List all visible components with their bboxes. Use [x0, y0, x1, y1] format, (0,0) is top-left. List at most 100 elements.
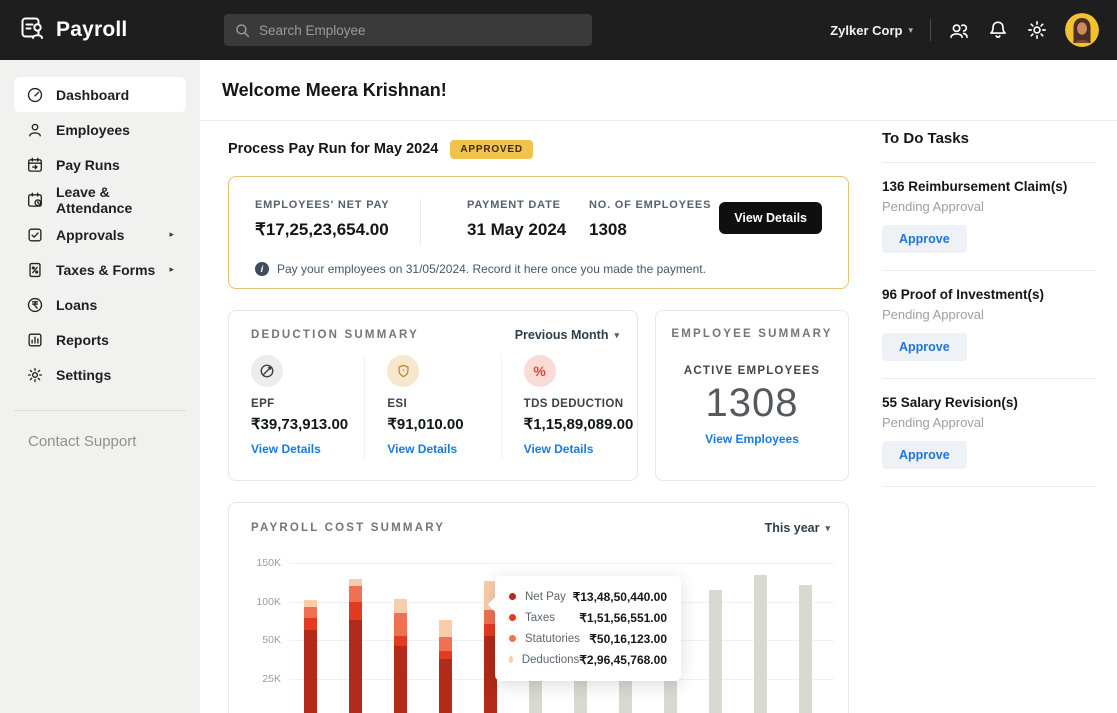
view-details-link[interactable]: View Details: [251, 442, 321, 456]
chart-tooltip: Net Pay ₹13,48,50,440.00 Taxes ₹1,51,56,551…: [487, 576, 681, 681]
chart-bar-segment[interactable]: [303, 599, 317, 607]
approve-button[interactable]: Approve: [882, 441, 967, 469]
chart-bar-segment[interactable]: [348, 586, 362, 602]
search-box[interactable]: [224, 14, 592, 46]
payrun-stat-payment-date: PAYMENT DATE 31 May 2024: [467, 199, 589, 240]
chart-bar-segment[interactable]: [303, 606, 317, 618]
org-name: Zylker Corp: [830, 22, 903, 38]
approve-button[interactable]: Approve: [882, 333, 967, 361]
chart-bar[interactable]: [708, 590, 722, 713]
chart-bar-segment[interactable]: [438, 620, 452, 637]
chart-bar-segment[interactable]: [303, 617, 317, 631]
deduction-item-epf: EPF ₹39,73,913.00 View Details: [229, 355, 364, 458]
chart-bar-segment[interactable]: [438, 636, 452, 651]
sidebar-item-taxes-forms[interactable]: Taxes & Forms ▸: [14, 252, 186, 287]
chart-bar-segment[interactable]: [393, 612, 407, 637]
approve-button[interactable]: Approve: [882, 225, 967, 253]
task-divider: [882, 378, 1096, 379]
todo-task: 136 Reimbursement Claim(s) Pending Approv…: [882, 163, 1096, 253]
leave-attendance-icon: [26, 191, 44, 209]
brand[interactable]: Payroll: [20, 0, 127, 60]
chart-bar-segment[interactable]: [393, 646, 407, 713]
chart-bar-segment[interactable]: [483, 624, 497, 637]
deduction-value: ₹39,73,913.00: [251, 416, 349, 433]
todo-task: 55 Salary Revision(s) Pending Approval App…: [882, 379, 1096, 469]
contact-support-link[interactable]: Contact Support: [28, 433, 137, 450]
chart-period-dropdown[interactable]: This year ▾: [765, 521, 830, 535]
sidebar: Dashboard Employees Pay Runs Leave & Attend…: [0, 60, 200, 713]
sidebar-item-loans[interactable]: Loans: [14, 287, 186, 322]
task-status: Pending Approval: [882, 415, 984, 430]
avatar[interactable]: [1065, 13, 1099, 47]
sidebar-item-label: Settings: [56, 366, 112, 383]
chart-bar-segment[interactable]: [438, 650, 452, 659]
gear-icon[interactable]: [1026, 19, 1048, 41]
topbar-divider: [930, 19, 931, 41]
tooltip-row: Statutories ₹50,16,123.00: [509, 628, 667, 649]
chevron-right-icon: ▸: [169, 264, 174, 274]
topbar: Payroll Zylker Corp ▾: [0, 0, 1117, 60]
approvals-icon: [26, 226, 44, 244]
chart-bar-segment[interactable]: [483, 609, 497, 625]
view-details-button[interactable]: View Details: [719, 202, 822, 234]
sidebar-item-reports[interactable]: Reports: [14, 322, 186, 357]
chart-bar-segment[interactable]: [348, 620, 362, 713]
sidebar-item-approvals[interactable]: Approvals ▸: [14, 217, 186, 252]
deduction-label: ESI: [387, 398, 408, 410]
chart-bar-segment[interactable]: [438, 658, 452, 713]
main-area: Welcome Meera Krishnan! Process Pay Run …: [200, 60, 1117, 713]
stat-value: 31 May 2024: [467, 220, 567, 239]
chart-gridline: [289, 563, 834, 564]
settings-icon: [26, 366, 44, 384]
todo-divider: [882, 162, 1096, 163]
legend-dot: [509, 593, 516, 600]
bell-icon[interactable]: [987, 19, 1009, 41]
chart-bar-segment[interactable]: [348, 579, 362, 587]
payrun-note-text: Pay your employees on 31/05/2024. Record…: [277, 262, 706, 276]
stat-divider: [420, 199, 421, 245]
sidebar-item-leave-attendance[interactable]: Leave & Attendance: [14, 182, 186, 217]
tooltip-value: ₹1,51,56,551.00: [579, 610, 667, 625]
deduction-item-tds-deduction: % TDS DEDUCTION ₹1,15,89,089.00 View Detail…: [500, 355, 637, 458]
sidebar-item-settings[interactable]: Settings: [14, 357, 186, 392]
todo-task: 96 Proof of Investment(s) Pending Approva…: [882, 271, 1096, 361]
tds-percent-icon: %: [523, 355, 556, 387]
view-details-link[interactable]: View Details: [387, 442, 458, 456]
employee-summary-title: EMPLOYEE SUMMARY: [671, 328, 833, 340]
tooltip-label: Net Pay: [525, 590, 566, 603]
payrun-stat-employees-net-pay: EMPLOYEES' NET PAY ₹17,25,23,654.00: [255, 199, 420, 240]
chart-bar-segment[interactable]: [303, 630, 317, 713]
search-input[interactable]: [259, 22, 582, 38]
sidebar-item-pay-runs[interactable]: Pay Runs: [14, 147, 186, 182]
view-employees-link[interactable]: View Employees: [705, 432, 799, 446]
org-switcher[interactable]: Zylker Corp ▾: [830, 23, 913, 38]
chart-bar-segment[interactable]: [483, 636, 497, 713]
deduction-label: TDS DEDUCTION: [523, 398, 624, 410]
chevron-down-icon: ▾: [908, 24, 913, 35]
chart-bar[interactable]: [753, 575, 767, 713]
view-details-link[interactable]: View Details: [523, 442, 594, 456]
tooltip-row: Net Pay ₹13,48,50,440.00: [509, 586, 667, 607]
payroll-cost-title: PAYROLL COST SUMMARY: [251, 522, 446, 534]
chart-period-value: This year: [764, 521, 820, 535]
tooltip-label: Statutories: [525, 632, 580, 645]
active-employees-label: ACTIVE EMPLOYEES: [683, 365, 821, 377]
payroll-logo-icon: [20, 15, 46, 46]
tooltip-value: ₹50,16,123.00: [589, 631, 667, 646]
deduction-period-dropdown[interactable]: Previous Month ▾: [515, 328, 619, 342]
chevron-down-icon: ▾: [614, 329, 619, 340]
chart-bar-segment[interactable]: [393, 598, 407, 613]
chart-bar-segment[interactable]: [393, 636, 407, 647]
sidebar-item-label: Pay Runs: [56, 156, 120, 173]
users-icon[interactable]: [948, 19, 970, 41]
task-divider: [882, 486, 1096, 487]
sidebar-item-employees[interactable]: Employees: [14, 112, 186, 147]
employee-summary-card: EMPLOYEE SUMMARY ACTIVE EMPLOYEES 1308 V…: [655, 310, 849, 481]
epf-icon: [251, 355, 283, 387]
chart-bar[interactable]: [798, 584, 812, 713]
sidebar-item-dashboard[interactable]: Dashboard: [14, 77, 186, 112]
chart-bar-segment[interactable]: [348, 602, 362, 621]
todo-title: To Do Tasks: [882, 130, 969, 147]
stat-label: PAYMENT DATE: [467, 199, 561, 211]
reports-icon: [26, 331, 44, 349]
